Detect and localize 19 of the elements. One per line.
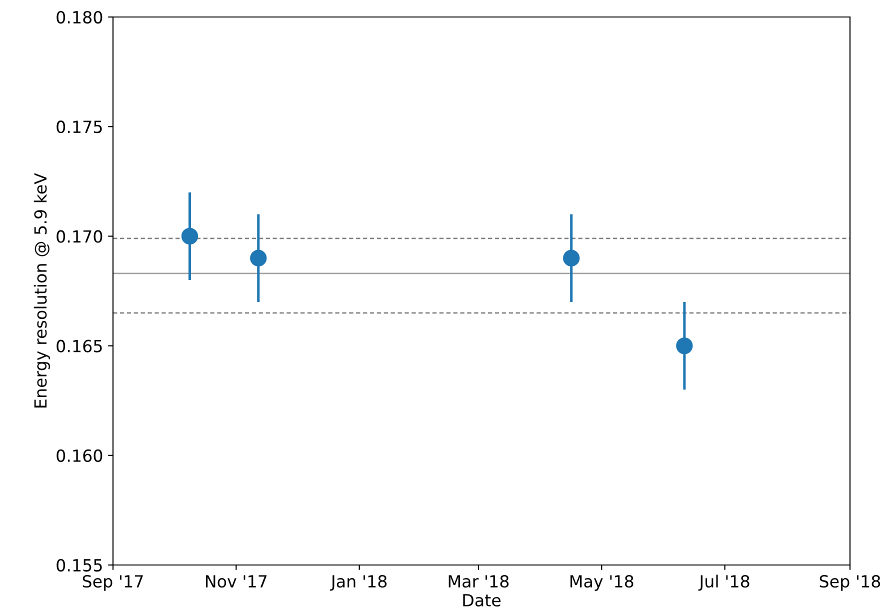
y-tick-label: 0.155 bbox=[56, 558, 102, 572]
y-tick-label: 0.180 bbox=[56, 10, 102, 24]
y-tick-label: 0.165 bbox=[56, 340, 102, 352]
point bbox=[181, 228, 198, 245]
point bbox=[676, 337, 693, 354]
y-tick-label: 0.160 bbox=[56, 449, 102, 462]
x-tick-label: May '18 bbox=[570, 575, 634, 591]
y-axis-title: Energy resolution @ 5.9 keV bbox=[34, 173, 50, 408]
y-tick-label: 0.170 bbox=[56, 230, 102, 243]
x-tick-label: Mar '18 bbox=[448, 575, 509, 588]
point bbox=[563, 250, 580, 266]
point bbox=[250, 250, 267, 266]
x-tick-label: Nov '17 bbox=[206, 575, 267, 588]
x-tick-label: Jan '18 bbox=[330, 575, 387, 591]
x-tick-label: Sep '17 bbox=[82, 575, 143, 591]
y-tick-label: 0.175 bbox=[56, 120, 102, 134]
x-tick-label: Jul '18 bbox=[698, 574, 750, 591]
x-tick-label: Sep '18 bbox=[820, 575, 880, 591]
x-axis-title: Date bbox=[463, 594, 501, 607]
